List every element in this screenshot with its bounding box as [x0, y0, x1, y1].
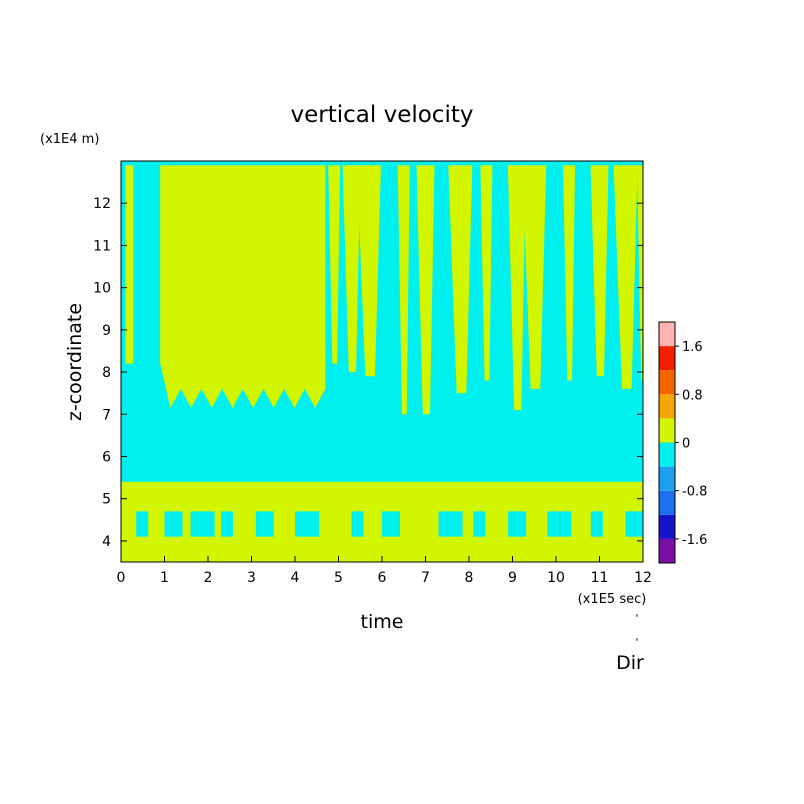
lower-band-hole: [438, 511, 463, 537]
lower-band-hole: [547, 511, 572, 537]
updraft-spike: [522, 165, 547, 389]
lower-band-hole: [625, 511, 643, 537]
y-tick-label: 11: [93, 238, 111, 254]
y-tick-label: 10: [93, 281, 111, 297]
x-tick-label: 3: [247, 570, 256, 586]
x-tick-label: 7: [421, 570, 430, 586]
lower-band-hole: [255, 511, 274, 537]
updraft-spike: [342, 165, 361, 373]
updraft-spike: [563, 165, 576, 381]
lower-band-hole: [473, 511, 486, 537]
updraft-spike: [507, 165, 526, 411]
updraft-spike: [637, 165, 643, 381]
updraft-spike: [397, 165, 410, 415]
colorbar: 1.6 0.8 0 -0.8 -1.6: [658, 321, 707, 564]
x-tick-label: 9: [508, 570, 517, 586]
x-tick-label: 1: [160, 570, 169, 586]
y-tick-label: 5: [102, 492, 111, 508]
x-axis-label: time: [361, 611, 404, 633]
lower-band-hole: [508, 511, 527, 537]
y-tick-label: 6: [102, 449, 111, 465]
colorbar-swatch: [659, 418, 675, 443]
colorbar-swatch: [659, 538, 675, 563]
lower-band-hole: [164, 511, 183, 537]
colorbar-swatch: [659, 466, 675, 491]
updraft-spike: [328, 165, 341, 364]
colorbar-tick-label: 1.6: [682, 340, 703, 355]
updraft-spike: [613, 165, 638, 389]
colorbar-tick-label: 0: [682, 437, 690, 452]
y-tick-label: 8: [102, 365, 111, 381]
x-tick-label: 8: [465, 570, 474, 586]
x-tick-label: 4: [291, 570, 300, 586]
updraft-spike: [480, 165, 493, 381]
y-tick-label: 4: [102, 534, 111, 550]
lower-band-hole: [221, 511, 234, 537]
y-scale-label: (x1E4 m): [40, 132, 99, 147]
lower-band-hole: [382, 511, 400, 537]
colorbar-swatch: [659, 442, 675, 467]
lower-band-hole: [351, 511, 364, 537]
marker-1: ': [635, 612, 638, 625]
early-updraft-stripe: [125, 165, 134, 364]
lower-band-hole: [190, 511, 215, 537]
y-tick-label: 7: [102, 407, 111, 423]
x-tick-label: 11: [591, 570, 609, 586]
dir-label: Dir: [616, 652, 644, 674]
y-tick-label: 9: [102, 323, 111, 339]
x-tick-label: 10: [547, 570, 565, 586]
x-tick-label: 6: [378, 570, 387, 586]
lower-band-hole: [295, 511, 319, 537]
colorbar-tick-label: -0.8: [682, 485, 707, 500]
plot-area: [121, 161, 643, 562]
x-tick-label: 0: [117, 570, 126, 586]
updraft-spike: [590, 165, 609, 377]
colorbar-tick-label: 0.8: [682, 388, 703, 403]
contour-regions: [121, 165, 643, 562]
updraft-spike: [416, 165, 435, 415]
colorbar-swatch: [659, 322, 675, 347]
updraft-region: [160, 165, 326, 408]
x-tick-label: 12: [634, 570, 652, 586]
marker-2: ': [635, 636, 638, 649]
colorbar-swatch: [659, 370, 675, 395]
lower-band-hole: [136, 511, 149, 537]
updraft-spike: [448, 165, 473, 394]
colorbar-swatch: [659, 490, 675, 515]
x-axis: 0 1 2 3 4 5 6 7 8 9 10 11 12: [117, 556, 652, 586]
y-tick-label: 12: [93, 196, 111, 212]
x-tick-label: 2: [204, 570, 213, 586]
x-tick-label: 5: [334, 570, 343, 586]
chart-title: vertical velocity: [291, 102, 474, 128]
lower-band-hole: [590, 511, 603, 537]
x-scale-label: (x1E5 sec): [578, 592, 647, 607]
colorbar-swatch: [659, 514, 675, 539]
colorbar-tick-label: -1.6: [682, 533, 707, 548]
colorbar-swatch: [659, 394, 675, 419]
y-axis-label: z-coordinate: [64, 303, 86, 421]
updraft-spike: [356, 165, 381, 377]
colorbar-swatch: [659, 346, 675, 371]
y-axis: 4 5 6 7 8 9 10 11 12: [93, 196, 643, 550]
